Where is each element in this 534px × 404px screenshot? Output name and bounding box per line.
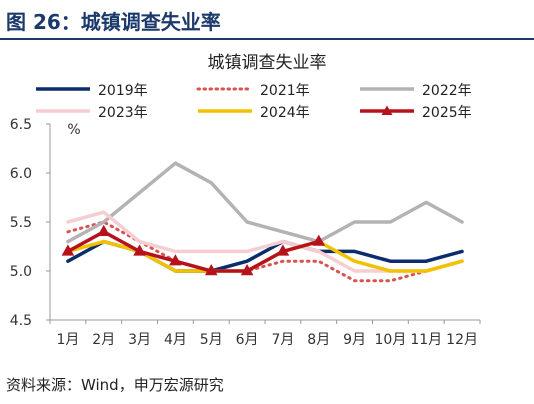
figure-header: 图 26：城镇调查失业率	[0, 0, 534, 40]
x-tick-label: 8月	[307, 332, 330, 348]
legend-label-2025: 2025年	[422, 105, 472, 121]
figure-title: 图 26：城镇调查失业率	[6, 10, 221, 34]
x-tick-label: 1月	[56, 332, 79, 348]
x-tick-label: 12月	[446, 332, 478, 348]
legend-label-2019: 2019年	[98, 83, 148, 99]
y-axis-unit-label: %	[67, 122, 80, 138]
x-tick-label: 3月	[128, 332, 151, 348]
chart-legend: 2019年 2021年 2022年 2023年 2024年 2025年	[0, 80, 534, 121]
y-tick-label: 4.5	[10, 313, 32, 329]
legend-swatch-2019	[36, 87, 90, 91]
header-divider	[0, 38, 534, 40]
x-tick-label: 9月	[343, 332, 366, 348]
series-marker-5	[169, 254, 182, 266]
legend-label-2022: 2022年	[422, 83, 472, 99]
legend-swatch-2024	[198, 109, 252, 113]
legend-swatch-2023	[36, 109, 90, 113]
x-tick-label: 4月	[164, 332, 187, 348]
x-tick-label: 5月	[200, 332, 223, 348]
series-marker-5	[61, 244, 75, 256]
series-line-5	[66, 230, 321, 273]
series-marker-5	[312, 234, 326, 246]
chart-title: 城镇调查失业率	[207, 53, 327, 73]
x-tick-label: 6月	[236, 332, 259, 348]
x-tick-label: 11月	[410, 332, 442, 348]
x-tick-label: 7月	[271, 332, 294, 348]
y-tick-label: 6.0	[10, 166, 32, 182]
legend-swatch-2025	[360, 105, 414, 115]
x-tick-label: 2月	[92, 332, 115, 348]
y-tick-label: 6.5	[10, 118, 32, 133]
series-line-2	[66, 161, 464, 244]
series-marker-5	[133, 244, 146, 256]
legend-swatch-2021	[196, 87, 254, 91]
series-marker-5	[240, 264, 254, 276]
y-tick-label: 5.5	[10, 215, 32, 231]
series-marker-5	[276, 244, 290, 256]
y-tick-label: 5.0	[10, 264, 32, 280]
series-marker-5	[97, 224, 111, 236]
legend-label-2021: 2021年	[260, 83, 310, 99]
legend-label-2023: 2023年	[98, 105, 148, 121]
series-marker-5	[204, 264, 218, 276]
source-note: 资料来源：Wind，申万宏源研究	[6, 376, 224, 394]
line-chart: 4.5 5.0 5.5 6.0 6.5 % 1月 2月 3月 4月 5月 6月 7月 8月 9月 10月 11月…	[10, 118, 481, 348]
legend-label-2024: 2024年	[260, 105, 310, 121]
legend-swatch-2022	[360, 87, 414, 91]
x-tick-label: 10月	[375, 332, 407, 348]
